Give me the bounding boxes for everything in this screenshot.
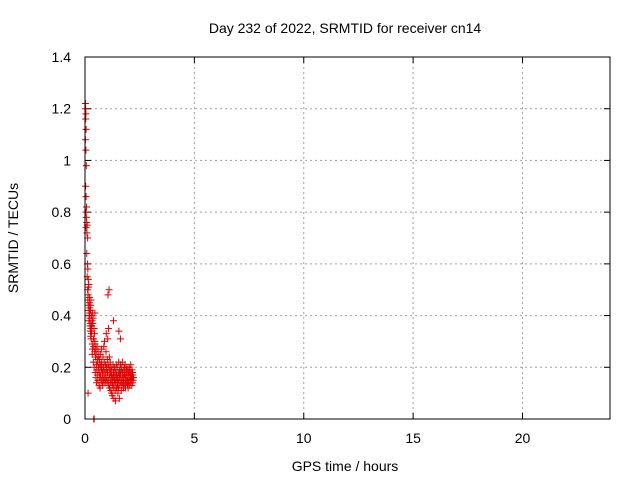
y-tick-label: 0.4 [52,308,72,324]
x-tick-label: 0 [81,430,89,446]
x-tick-label: 5 [190,430,198,446]
data-point [82,125,90,133]
data-point [104,325,112,332]
y-tick-label: 0.8 [52,204,72,220]
data-point [102,330,110,338]
axis-ticks: 0 0.2 0.4 0.6 0.8 1 1.2 1.4 0 5 10 15 20 [52,49,610,446]
data-point [87,296,95,304]
data-point [130,374,138,382]
data-point [100,343,108,351]
y-axis-label: SRMTID / TECUs [5,183,21,293]
data-point [99,353,107,361]
data-point [104,291,112,299]
data-point [102,348,110,356]
y-tick-label: 0 [63,411,71,427]
data-point [82,162,90,170]
data-point [83,203,91,211]
data-point [104,335,112,343]
chart-title: Day 232 of 2022, SRMTID for receiver cn1… [209,20,482,36]
y-tick-label: 1 [63,152,71,168]
data-point [82,182,90,190]
plot-frame [84,56,611,420]
grid [85,57,610,419]
data-points [81,100,138,423]
data-point [84,265,92,273]
data-point [105,353,113,361]
data-point [90,330,98,338]
data-point [115,394,123,402]
x-tick-label: 20 [515,430,531,446]
data-point [116,335,124,343]
data-point [91,309,99,317]
data-point [93,343,101,351]
data-point [111,397,119,405]
data-point [82,146,90,154]
data-point [115,327,123,335]
x-tick-label: 15 [405,430,421,446]
data-point [105,286,113,294]
x-tick-label: 10 [296,430,312,446]
data-point [87,332,95,340]
x-axis-label: GPS time / hours [292,458,399,474]
y-tick-label: 1.4 [52,49,72,65]
data-point [85,281,93,289]
data-point [127,361,135,369]
data-point [82,115,90,123]
data-point [84,389,92,397]
y-tick-label: 0.2 [52,359,72,375]
data-point [82,193,90,201]
y-tick-label: 1.2 [52,101,72,117]
data-point [109,317,117,325]
data-point [83,250,91,258]
data-point [88,322,96,330]
y-tick-label: 0.6 [52,256,72,272]
